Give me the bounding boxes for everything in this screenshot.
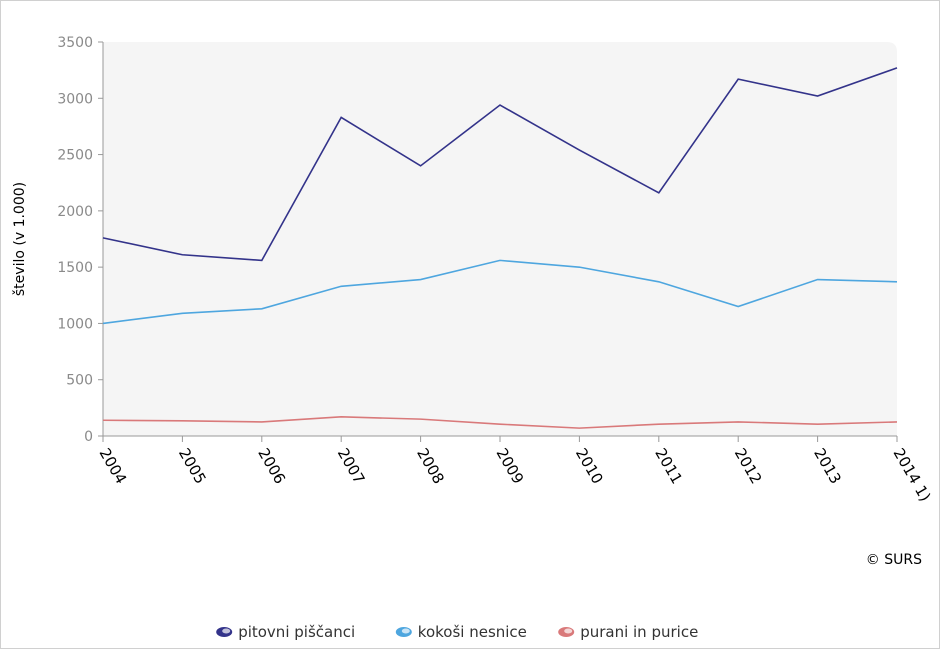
y-tick-label: 3500 bbox=[57, 35, 93, 51]
y-tick-label: 500 bbox=[66, 373, 93, 389]
credit: © SURS bbox=[866, 552, 922, 568]
legend-icon-shine bbox=[564, 628, 573, 634]
legend-label: kokoši nesnice bbox=[418, 623, 527, 641]
y-tick-label: 2000 bbox=[57, 204, 93, 220]
y-tick-label: 1500 bbox=[57, 260, 93, 276]
y-tick-label: 0 bbox=[84, 429, 93, 445]
y-tick-label: 2500 bbox=[57, 148, 93, 164]
y-tick-label: 3000 bbox=[57, 91, 93, 107]
line bbox=[102, 259, 898, 325]
plot-area bbox=[103, 42, 897, 436]
legend-label: purani in purice bbox=[580, 623, 698, 641]
y-axis-label: število (v 1.000) bbox=[12, 182, 28, 296]
line bbox=[102, 67, 898, 262]
legend-icon-shine bbox=[401, 628, 410, 634]
y-tick-label: 1000 bbox=[57, 316, 93, 332]
line bbox=[102, 416, 898, 429]
legend-icon-shine bbox=[222, 628, 231, 634]
legend-label: pitovni piščanci bbox=[238, 623, 355, 641]
